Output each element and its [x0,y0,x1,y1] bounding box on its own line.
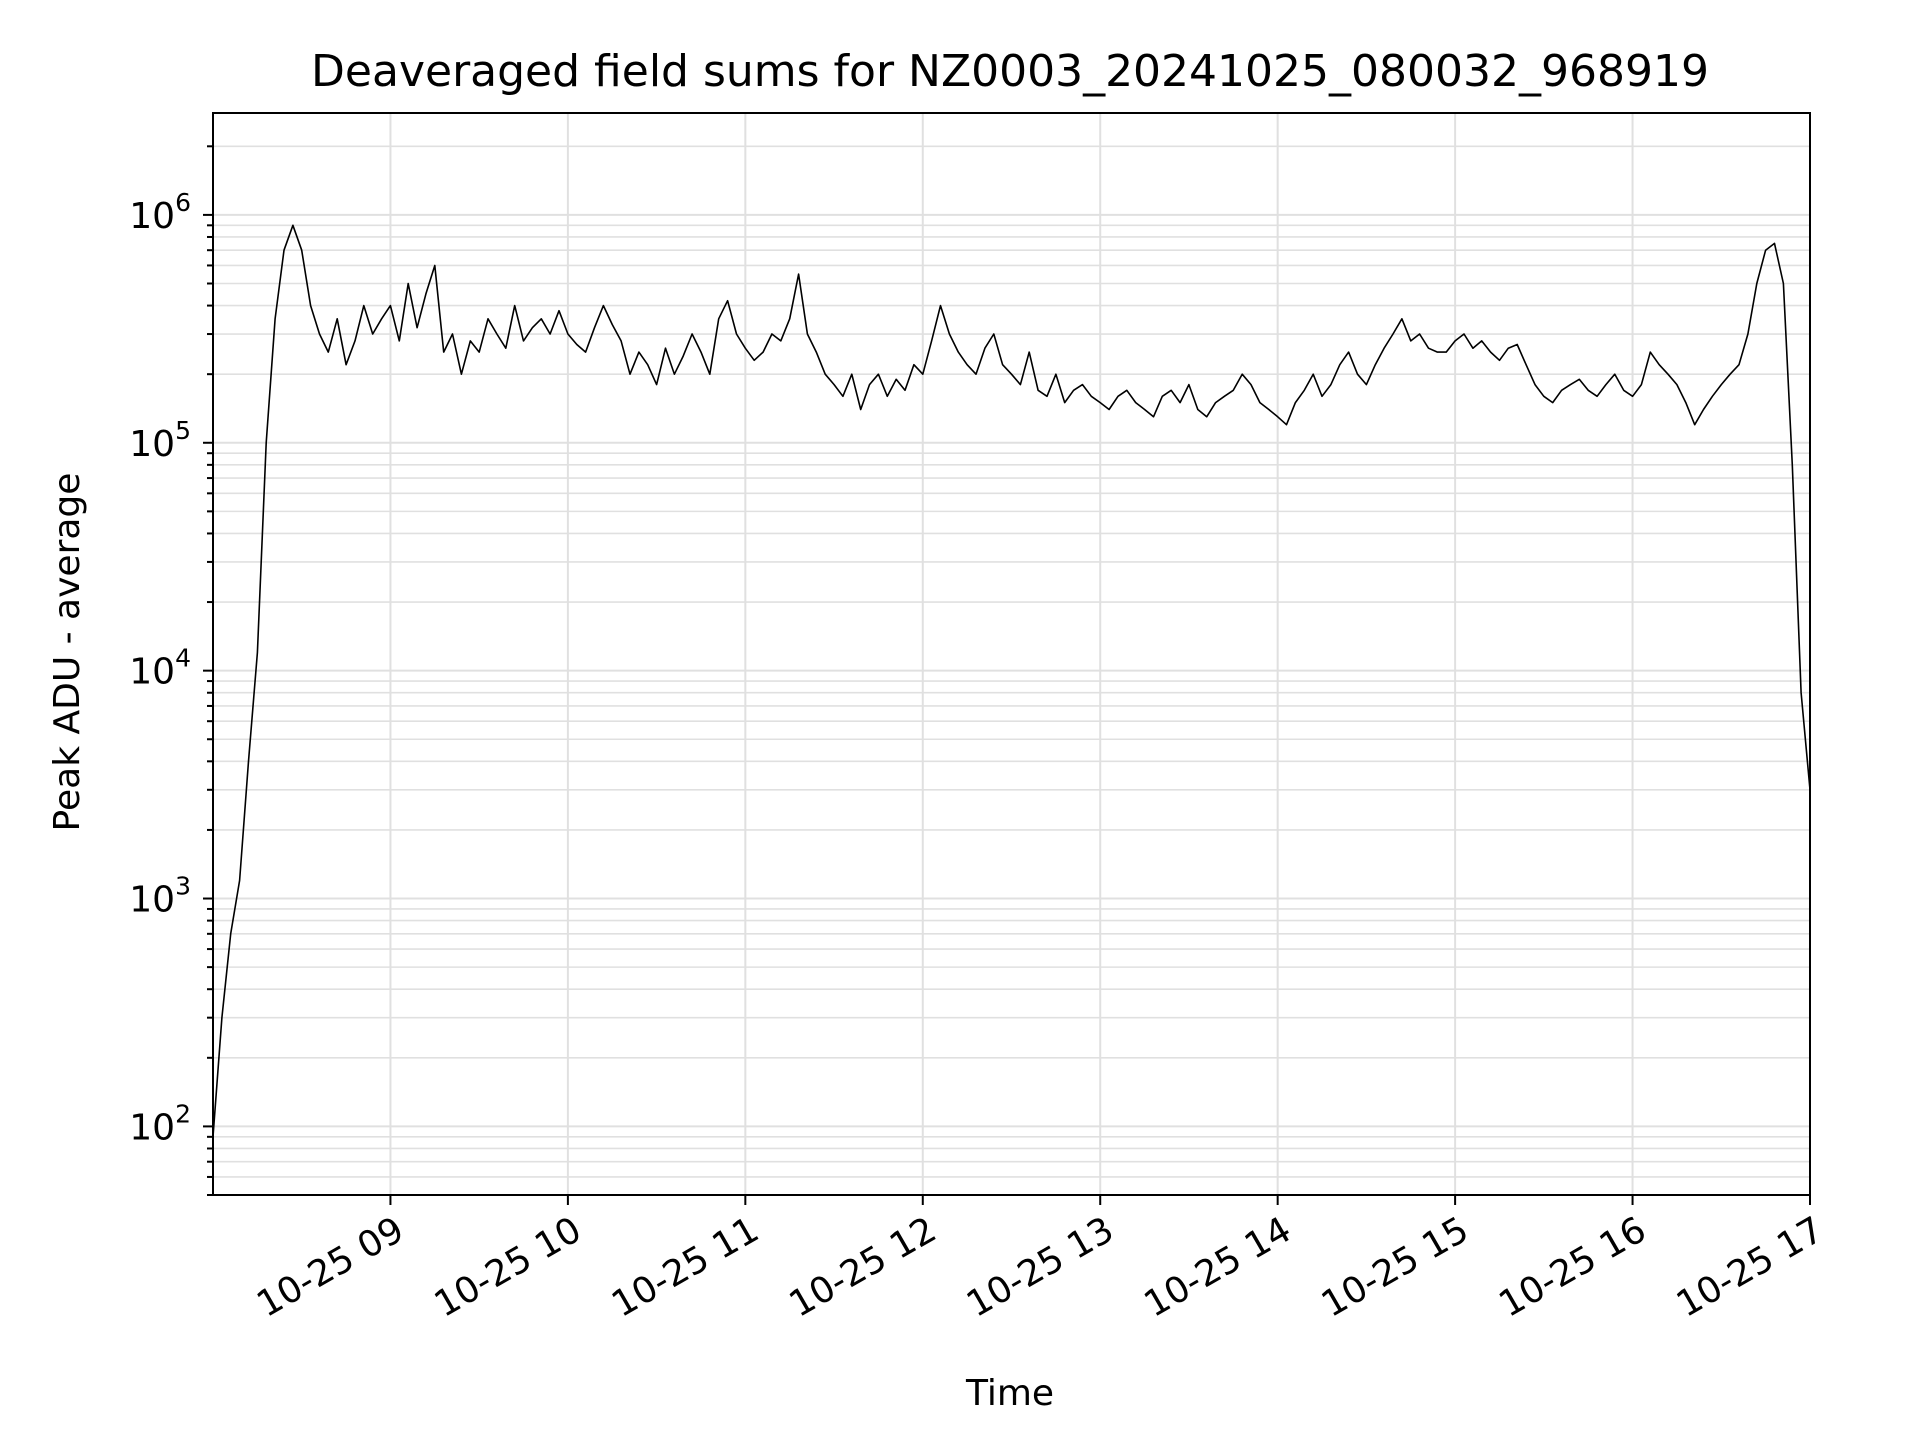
x-tick-label: 10-25 10 [428,1209,589,1325]
y-tick-label: 102 [129,1099,191,1148]
chart-title: Deaveraged field sums for NZ0003_2024102… [311,46,1709,97]
y-tick-exponent: 5 [175,416,191,445]
y-tick-exponent: 4 [175,644,191,673]
y-tick-base: 10 [129,1107,175,1148]
y-tick-label: 103 [129,872,191,921]
y-tick-exponent: 2 [175,1099,191,1128]
x-tick-label: 10-25 14 [1137,1209,1298,1325]
y-tick-base: 10 [129,652,175,693]
y-tick-label: 106 [129,188,191,237]
y-tick-exponent: 3 [175,872,191,901]
x-tick-label: 10-25 16 [1492,1209,1653,1325]
x-tick-label: 10-25 17 [1670,1209,1831,1325]
y-tick-base: 10 [129,196,175,237]
y-tick-base: 10 [129,424,175,465]
y-axis-label: Peak ADU - average [47,473,88,832]
x-tick-label: 10-25 11 [605,1209,766,1325]
axis-ticks [203,145,1811,1205]
grid [213,113,1811,1196]
x-tick-label: 10-25 15 [1315,1209,1476,1325]
y-tick-exponent: 6 [175,188,191,217]
y-tick-label: 104 [129,644,191,693]
x-axis-label: Time [965,1373,1054,1414]
y-tick-label: 105 [129,416,191,465]
x-tick-label: 10-25 12 [783,1209,944,1325]
y-tick-base: 10 [129,880,175,921]
x-tick-label: 10-25 09 [250,1209,411,1325]
x-tick-label: 10-25 13 [960,1209,1121,1325]
series-line [212,224,1811,1137]
plot-frame [212,112,1811,1196]
x-tick-labels: 10-25 09 10-25 10 10-25 11 10-25 12 10-25 13… [250,1209,1830,1325]
